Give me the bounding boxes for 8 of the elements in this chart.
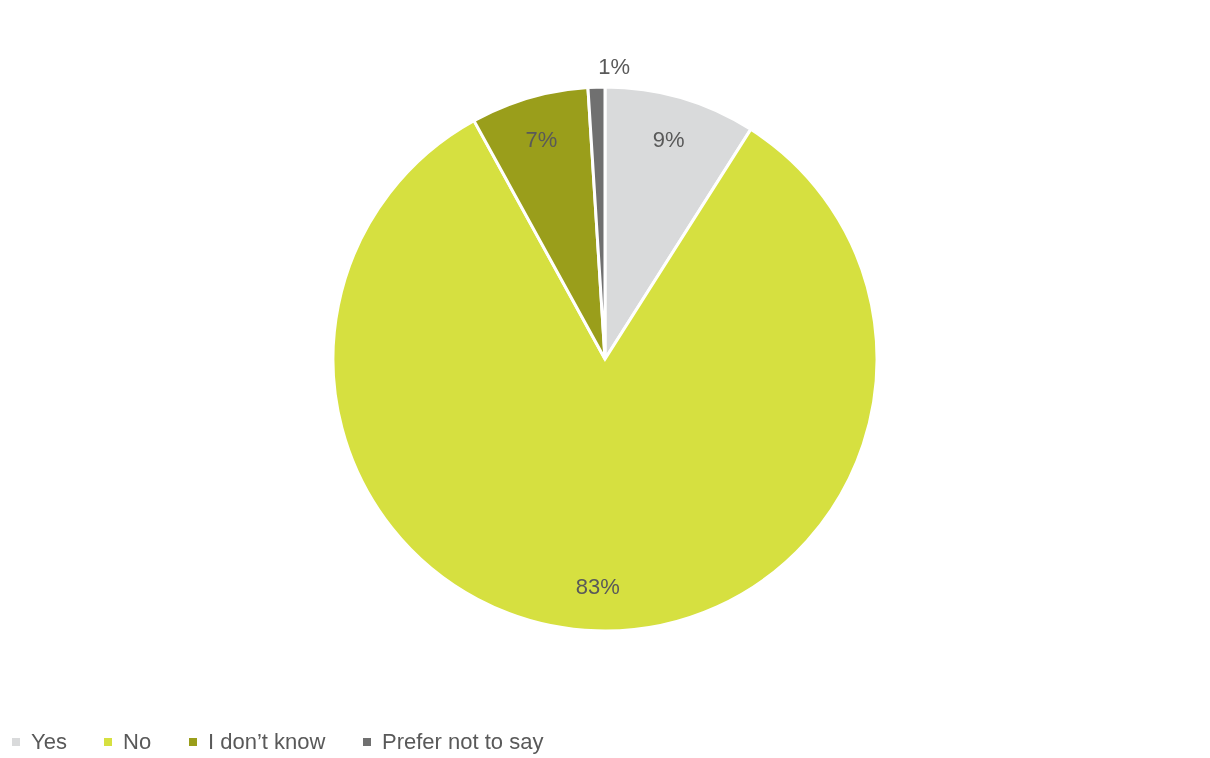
data-label: 83%	[575, 573, 620, 599]
data-label: 1%	[598, 54, 631, 80]
legend-label: I don’t know	[208, 729, 326, 754]
legend-label: No	[123, 729, 152, 754]
data-label: 7%	[525, 127, 558, 153]
legend-label: Yes	[31, 729, 67, 754]
legend-label: Prefer not to say	[382, 729, 544, 754]
data-label: 9%	[652, 127, 685, 153]
